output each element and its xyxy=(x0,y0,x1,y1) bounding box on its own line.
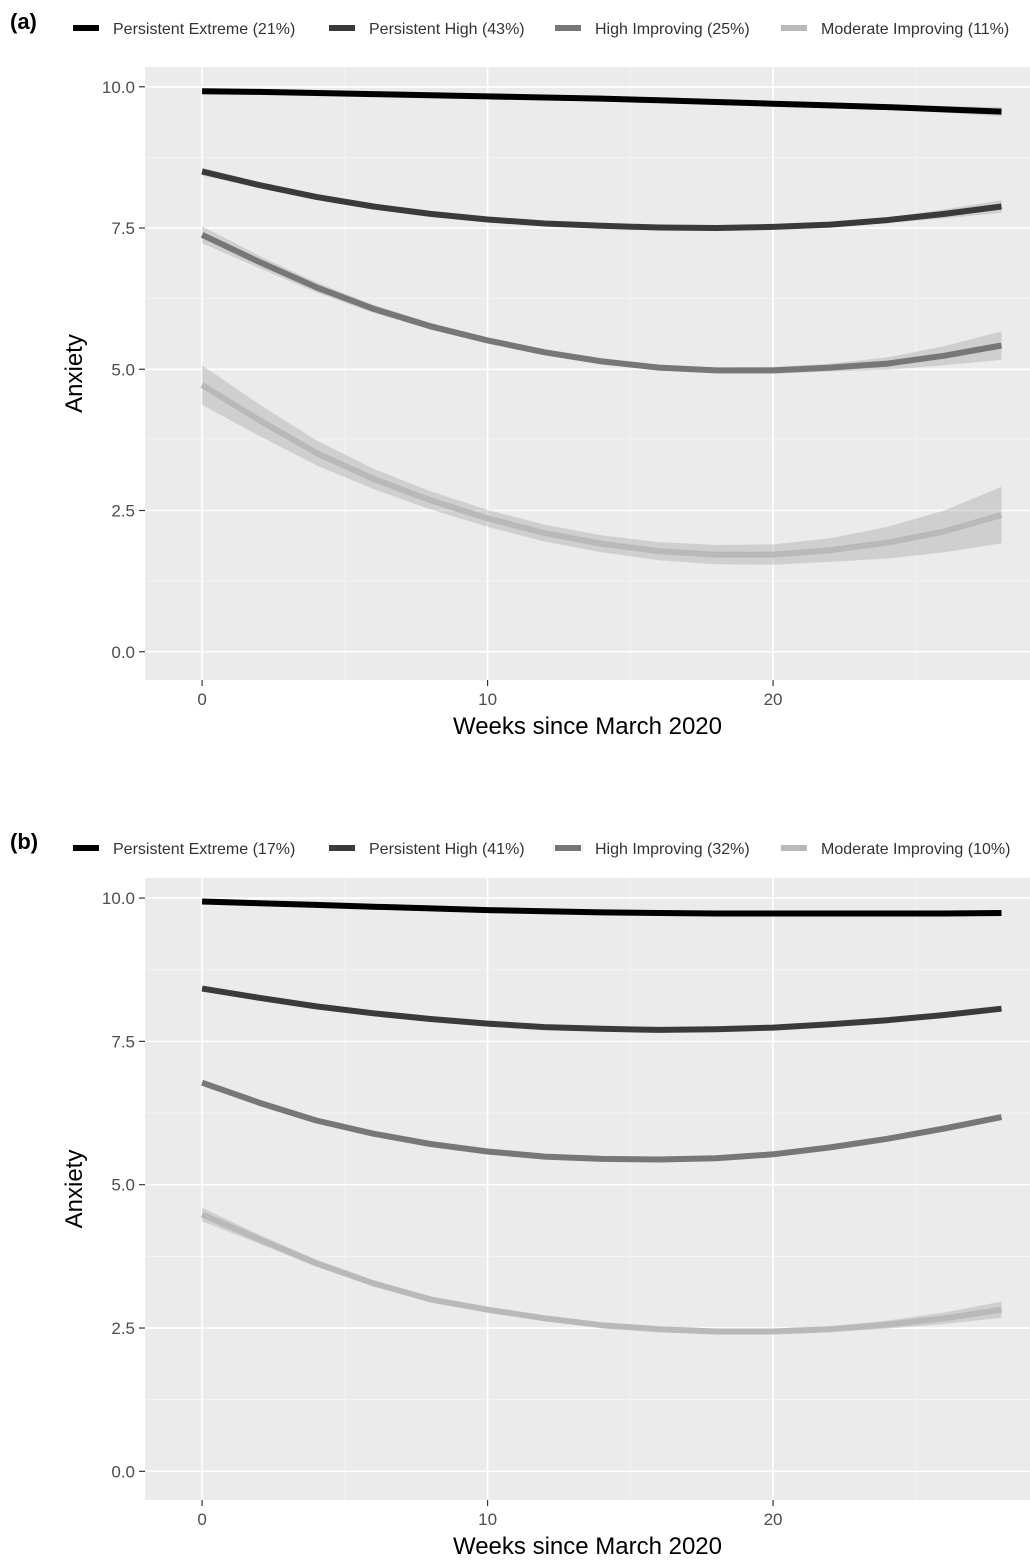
x-axis-title: Weeks since March 2020 xyxy=(453,713,722,740)
y-tick-label: 7.5 xyxy=(111,1032,135,1051)
legend-label-3: High Improving (25%) xyxy=(595,21,750,38)
legend-label-2: Persistent High (43%) xyxy=(369,21,525,38)
x-tick-label: 0 xyxy=(197,1510,206,1529)
axes: 0.0 2.5 5.0 7.5 10.0 0 10 20 Weeks since March 2… xyxy=(61,78,783,740)
series-line-1 xyxy=(202,898,1002,917)
y-tick-label: 5.0 xyxy=(111,1176,135,1195)
y-tick-label: 2.5 xyxy=(111,1319,135,1338)
legend-label-4: Moderate Improving (11%) xyxy=(821,21,1009,38)
panel-label: (a) xyxy=(10,9,37,34)
series-group xyxy=(200,898,1003,1335)
x-tick-label: 20 xyxy=(764,690,783,709)
panel-b: (b) Persistent Extreme (17%) Persistent Hi… xyxy=(10,829,1030,1560)
series-line-3 xyxy=(201,1079,1003,1163)
x-tick-label: 20 xyxy=(764,1510,783,1529)
legend: Persistent Extreme (21%) Persistent High … xyxy=(73,21,1009,38)
series-line-4 xyxy=(200,382,1003,558)
legend-label-1: Persistent Extreme (21%) xyxy=(113,21,295,38)
x-tick-label: 10 xyxy=(478,1510,497,1529)
series-group xyxy=(200,88,1003,565)
axes: 0.0 2.5 5.0 7.5 10.0 0 10 20 Weeks since March 2… xyxy=(61,889,783,1560)
legend-label-2: Persistent High (41%) xyxy=(369,841,525,858)
y-tick-label: 2.5 xyxy=(111,502,135,521)
x-axis-title: Weeks since March 2020 xyxy=(453,1533,722,1560)
confidence-band-4 xyxy=(202,365,1002,565)
plot-background xyxy=(145,67,1030,680)
y-axis-title: Anxiety xyxy=(61,334,88,413)
y-tick-label: 7.5 xyxy=(111,219,135,238)
panel-a: (a) Persistent Extreme (21%) Persistent Hi… xyxy=(10,9,1030,740)
y-tick-label: 10.0 xyxy=(102,889,135,908)
legend-label-3: High Improving (32%) xyxy=(595,841,750,858)
series-line-3 xyxy=(200,232,1003,374)
grid xyxy=(145,878,1030,1500)
y-tick-label: 0.0 xyxy=(111,1462,135,1481)
y-tick-label: 10.0 xyxy=(102,78,135,97)
y-axis-title: Anxiety xyxy=(61,1150,88,1229)
plot-background xyxy=(145,878,1030,1500)
x-tick-label: 0 xyxy=(197,690,206,709)
y-tick-label: 0.0 xyxy=(111,643,135,662)
series-line-2 xyxy=(201,985,1002,1033)
series-line-2 xyxy=(201,168,1002,231)
legend: Persistent Extreme (17%) Persistent High … xyxy=(73,841,1010,858)
series-line-1 xyxy=(202,88,1002,115)
panel-label: (b) xyxy=(10,829,38,854)
legend-label-4: Moderate Improving (10%) xyxy=(821,841,1010,858)
legend-label-1: Persistent Extreme (17%) xyxy=(113,841,295,858)
series-line-4 xyxy=(200,1211,1002,1335)
x-tick-label: 10 xyxy=(478,690,497,709)
y-tick-label: 5.0 xyxy=(111,360,135,379)
